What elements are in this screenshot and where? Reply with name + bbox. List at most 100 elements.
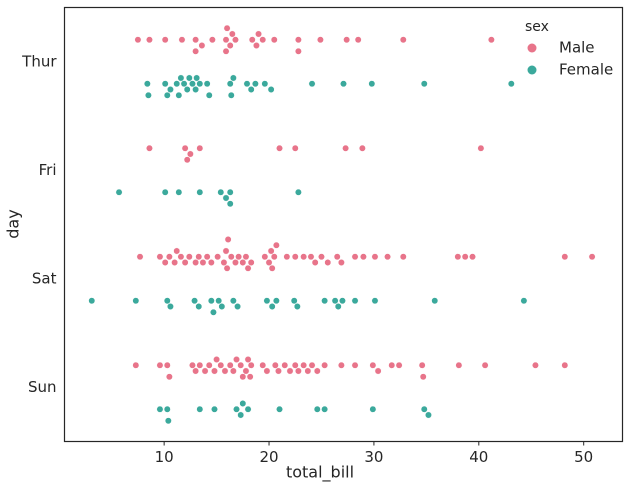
point [217,188,225,196]
point [255,30,262,38]
point [209,308,217,316]
point [300,253,308,261]
y-axis-label: day [4,209,23,238]
point [242,367,250,375]
point [420,80,428,88]
point [186,150,194,158]
point [232,259,239,266]
point [192,259,200,266]
point [395,361,403,369]
point [431,297,439,305]
point [181,259,189,266]
point [321,361,329,369]
point [304,367,312,375]
legend-marker [527,65,537,75]
point [248,36,256,44]
point [156,361,164,369]
point [520,297,528,305]
point [267,247,275,255]
point [307,253,315,261]
point [308,361,316,369]
point [196,144,204,152]
point [293,303,301,310]
point [229,74,237,82]
point [259,36,267,44]
point [136,253,144,261]
x-axis-label: total_bill [286,463,354,483]
point [203,253,211,261]
point [195,253,203,261]
point [161,259,169,266]
point [291,253,299,261]
y-tick-label: Sun [28,378,57,396]
point [134,36,142,44]
point [388,361,396,369]
point [163,91,171,99]
point [226,188,234,196]
point [207,259,215,266]
point [163,297,171,305]
point [237,411,245,419]
x-tick-label: 50 [574,448,593,466]
point [198,42,206,49]
point [331,297,339,305]
point [455,361,463,369]
point [291,361,299,369]
point [156,253,164,261]
point [181,144,189,152]
point [163,405,171,413]
point [222,194,230,202]
point [311,259,319,266]
point [263,367,271,375]
point [164,417,172,425]
point [358,144,366,152]
point [166,86,174,93]
point [259,361,267,369]
point [243,80,251,88]
point [185,253,193,261]
point [235,253,243,261]
point [195,303,203,310]
point [161,80,169,88]
point [165,253,173,261]
point [270,253,278,261]
point [223,264,231,272]
point [196,188,204,196]
point [224,236,232,243]
point [220,259,228,266]
point [146,36,153,44]
point [132,361,140,369]
point [351,297,359,305]
point [201,367,209,375]
point [193,74,201,82]
point [419,373,427,381]
point [290,297,298,305]
point [481,361,489,369]
point [316,36,324,44]
point [371,297,379,305]
point [272,297,280,305]
point [334,303,342,310]
point [192,86,200,93]
point [244,264,252,272]
point [146,144,153,152]
point [171,259,179,266]
point [218,303,226,310]
point [229,367,237,375]
point [207,297,215,305]
point [88,297,96,305]
point [263,297,271,305]
point [165,373,173,381]
x-tick-label: 30 [364,448,383,466]
point [192,36,200,44]
point [267,86,275,93]
point [180,80,188,88]
y-tick-label: Sat [32,269,57,287]
point [294,36,302,44]
point [272,241,280,249]
point [226,200,234,208]
point [239,400,247,407]
point [239,373,247,381]
point [177,253,185,261]
point [318,253,325,261]
